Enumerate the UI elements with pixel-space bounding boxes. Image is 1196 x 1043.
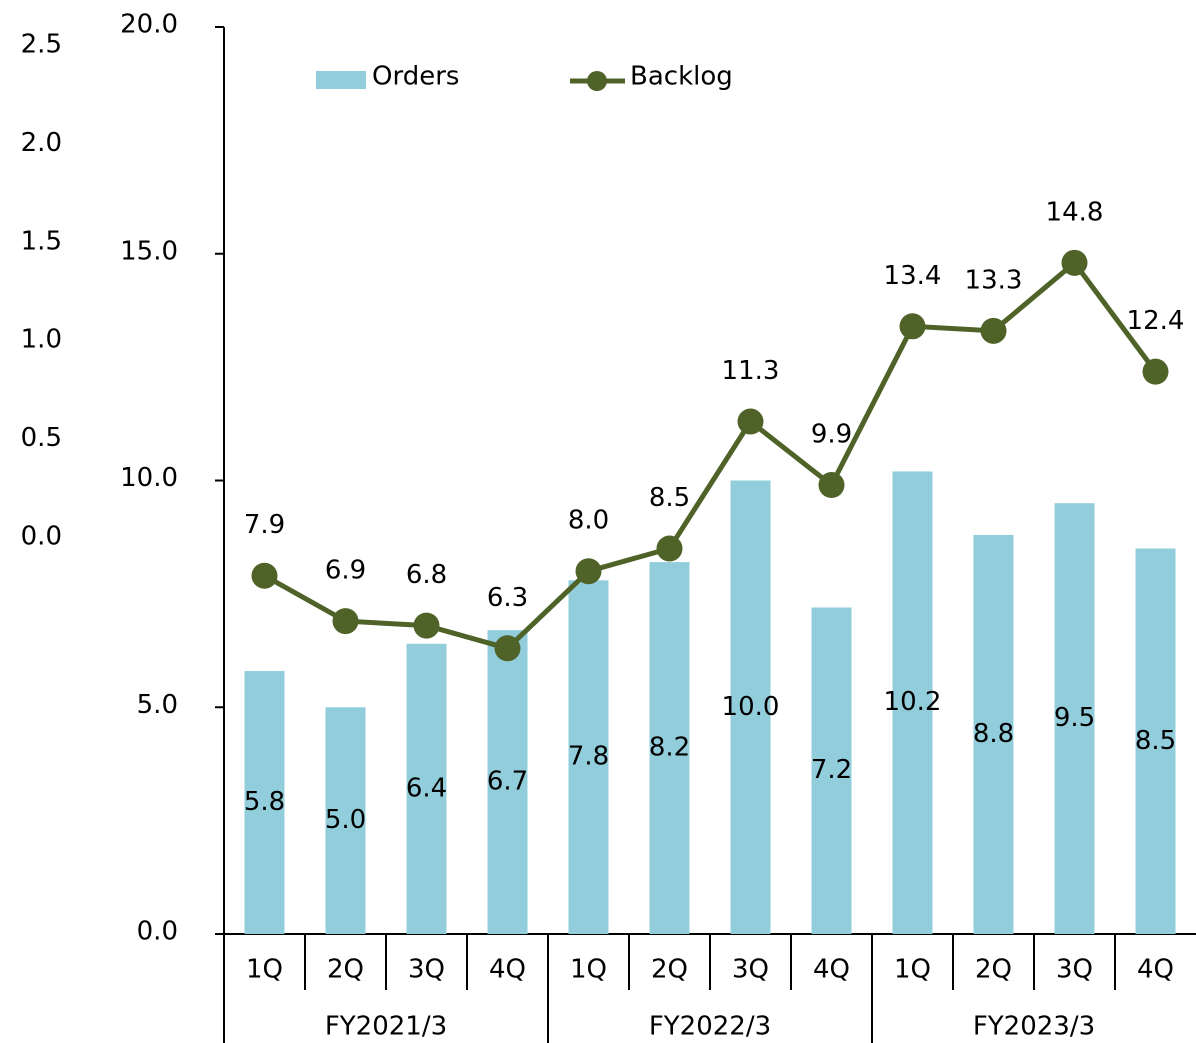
line-marker [737,408,764,435]
bar-value-label: 5.8 [244,787,285,817]
x-tick-label: 3Q [732,955,769,985]
legend-label: Backlog [630,62,733,92]
y2-tick-label: 1.0 [21,325,62,355]
bar-value-label: 7.8 [568,742,609,772]
group-label: FY2022/3 [649,1012,771,1042]
y2-tick-label: 0.5 [21,423,62,453]
bar [892,471,933,934]
line-marker [494,635,521,662]
line-marker [899,313,926,340]
line-value-label: 6.8 [406,560,447,590]
line-value-label: 6.3 [487,583,528,613]
legend-marker [587,71,607,91]
line-value-label: 13.3 [965,265,1023,295]
y-tick-label: 5.0 [137,690,178,720]
line-marker [413,612,440,639]
y2-tick-label: 2.5 [21,30,62,60]
bar-value-label: 6.7 [487,767,528,797]
line-value-label: 8.0 [568,506,609,536]
bar [406,643,447,934]
bar [973,534,1014,934]
line-value-label: 14.8 [1046,197,1104,227]
bar [568,580,609,934]
line-value-label: 9.9 [811,420,852,450]
bar-value-label: 7.2 [811,755,852,785]
bar-value-label: 10.0 [722,692,780,722]
bar [649,562,690,934]
bar [325,707,366,934]
bar [487,630,528,934]
y-tick-label: 0.0 [137,917,178,947]
bar [244,670,285,934]
bar [1135,548,1176,934]
x-tick-label: 4Q [813,955,850,985]
x-tick-label: 3Q [1056,955,1093,985]
line-value-label: 13.4 [884,261,942,291]
line-marker [332,608,359,635]
bar [730,480,771,934]
bar-value-label: 10.2 [884,687,942,717]
bar-value-label: 6.4 [406,773,447,803]
y-tick-label: 10.0 [120,463,178,493]
x-tick-label: 4Q [1137,955,1174,985]
bar-value-label: 5.0 [325,805,366,835]
bar-value-label: 8.8 [973,719,1014,749]
y2-tick-label: 2.0 [21,128,62,158]
x-tick-label: 2Q [327,955,364,985]
line-value-label: 6.9 [325,556,366,586]
bar-value-label: 9.5 [1054,703,1095,733]
group-label: FY2021/3 [325,1012,447,1042]
y2-tick-label: 0.0 [21,522,62,552]
line-marker [980,317,1007,344]
bar [1054,503,1095,934]
x-tick-label: 2Q [651,955,688,985]
y-tick-label: 20.0 [120,10,178,40]
x-tick-label: 1Q [246,955,283,985]
x-tick-label: 1Q [894,955,931,985]
x-tick-label: 1Q [570,955,607,985]
y2-tick-label: 1.5 [21,226,62,256]
x-tick-label: 4Q [489,955,526,985]
line-marker [818,472,845,499]
line-value-label: 8.5 [649,483,690,513]
legend-swatch [316,71,366,89]
bar-value-label: 8.2 [649,733,690,763]
line-marker [251,562,278,589]
line-marker [656,535,683,562]
legend-label: Orders [372,62,459,92]
x-tick-label: 2Q [975,955,1012,985]
bar-value-label: 8.5 [1135,726,1176,756]
x-tick-label: 3Q [408,955,445,985]
line-value-label: 7.9 [244,510,285,540]
group-label: FY2023/3 [973,1012,1095,1042]
line [263,259,1158,652]
y-tick-label: 15.0 [120,236,178,266]
line-marker [1142,358,1169,385]
line-marker [1061,249,1088,276]
bar [811,607,852,934]
line-marker [575,558,602,585]
line-value-label: 11.3 [722,356,780,386]
line-value-label: 12.4 [1127,306,1185,336]
